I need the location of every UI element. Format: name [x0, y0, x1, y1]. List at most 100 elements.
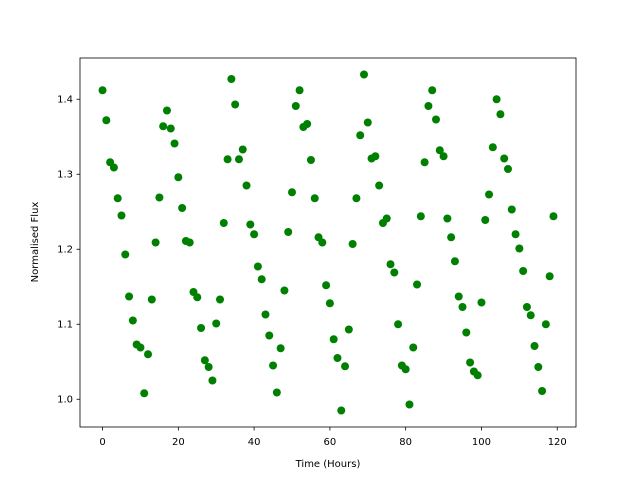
y-tick-label: 1.4 [57, 94, 73, 105]
point [242, 181, 251, 190]
point [538, 387, 547, 395]
point [253, 262, 262, 271]
point [306, 156, 315, 164]
x-tick-label: 20 [172, 437, 185, 448]
point [356, 131, 365, 140]
point [265, 331, 274, 340]
point [140, 389, 149, 398]
point [526, 311, 535, 320]
point [462, 328, 471, 337]
point [246, 220, 255, 229]
point [231, 100, 240, 109]
point [257, 275, 266, 284]
point [238, 145, 247, 154]
point [234, 155, 243, 164]
point [185, 238, 194, 247]
point [269, 361, 278, 370]
point [515, 244, 524, 253]
point [481, 216, 490, 224]
point [178, 204, 187, 212]
point [151, 238, 160, 247]
point [174, 173, 183, 182]
point [117, 211, 126, 220]
y-axis-label: Normalised Flux [30, 202, 41, 283]
point [219, 219, 228, 227]
point [394, 320, 403, 329]
point [162, 106, 171, 115]
point [371, 152, 380, 161]
point [431, 115, 440, 124]
point [147, 295, 156, 304]
point [496, 110, 505, 119]
point [390, 268, 399, 277]
point [341, 362, 350, 371]
point [208, 376, 217, 385]
point [288, 188, 297, 197]
point [272, 388, 281, 397]
point [136, 343, 145, 352]
point [261, 310, 270, 319]
point [291, 102, 300, 110]
point [322, 281, 331, 290]
point [102, 116, 111, 125]
point [447, 233, 456, 242]
point [159, 122, 168, 131]
y-tick-label: 1.0 [57, 394, 73, 405]
point [439, 152, 448, 161]
x-axis-label: Time (Hours) [295, 459, 361, 470]
point [401, 365, 410, 374]
point [382, 214, 391, 223]
point [166, 124, 175, 133]
point [522, 303, 531, 311]
point [280, 286, 289, 295]
point [113, 194, 122, 203]
point [295, 86, 304, 95]
point [348, 240, 357, 248]
point [541, 320, 550, 329]
point [530, 342, 539, 350]
point [109, 163, 118, 172]
point [424, 102, 433, 110]
point [485, 190, 494, 199]
point [409, 343, 418, 352]
point [250, 230, 259, 239]
point [325, 299, 334, 308]
point [435, 146, 444, 155]
point [507, 205, 516, 214]
point [318, 238, 327, 247]
point [413, 280, 422, 289]
point [310, 194, 319, 203]
point [466, 358, 475, 367]
point [519, 267, 528, 275]
x-tick-label: 100 [472, 437, 491, 448]
point [197, 324, 206, 332]
point [386, 260, 395, 269]
point [454, 292, 463, 301]
point [450, 257, 459, 266]
point [492, 95, 501, 104]
point [375, 181, 384, 190]
point [352, 194, 361, 203]
y-tick-label: 1.3 [57, 169, 73, 180]
point [204, 363, 213, 371]
point [170, 139, 179, 148]
x-tick-label: 120 [548, 437, 567, 448]
axes-frame [79, 57, 577, 428]
point [276, 344, 285, 353]
point [200, 356, 209, 365]
x-tick-label: 0 [99, 437, 105, 448]
point [155, 193, 164, 202]
y-tick-label: 1.1 [57, 319, 73, 330]
point [144, 350, 153, 359]
point [503, 165, 512, 173]
point [405, 400, 414, 409]
point [511, 230, 520, 239]
point [458, 303, 467, 311]
point [488, 143, 497, 152]
point [359, 70, 368, 79]
point [128, 316, 137, 325]
x-tick-label: 60 [324, 437, 337, 448]
point [125, 292, 134, 301]
